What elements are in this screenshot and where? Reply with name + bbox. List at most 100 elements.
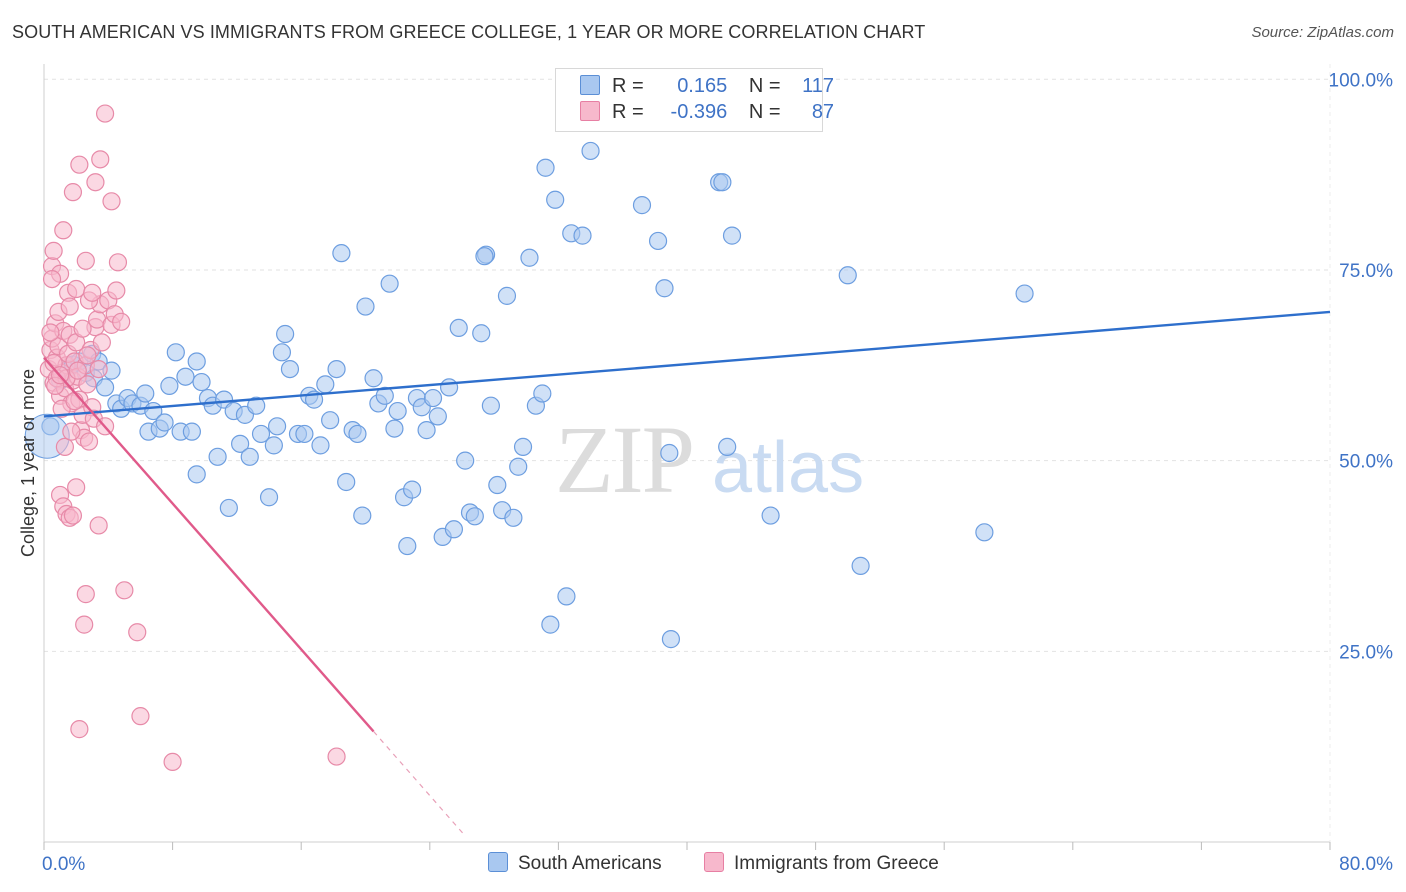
data-point xyxy=(353,506,372,525)
data-point xyxy=(975,523,994,542)
data-point xyxy=(465,507,484,526)
data-point xyxy=(182,422,201,441)
data-point xyxy=(136,384,155,403)
data-point xyxy=(264,436,283,455)
data-point xyxy=(648,231,668,251)
data-point xyxy=(107,281,126,300)
data-point xyxy=(655,279,674,298)
data-point xyxy=(1015,284,1034,303)
data-point xyxy=(439,378,459,397)
data-point xyxy=(520,248,539,267)
data-point xyxy=(79,432,99,451)
trend-line-extension xyxy=(373,731,466,837)
legend-n-label: N = xyxy=(748,101,781,123)
tick-labels: 25.0% 50.0% 75.0% 100.0% 0.0% 80.0% xyxy=(42,70,1393,875)
bottom-legend-swatch-pink xyxy=(704,852,724,872)
data-point xyxy=(108,253,128,272)
data-point xyxy=(62,422,81,441)
data-point xyxy=(488,475,507,495)
correlation-legend: R = 0.165 N = 117 R = -0.396 N = 87 xyxy=(555,68,834,132)
data-point xyxy=(417,421,436,440)
y-tick-label: 75.0% xyxy=(1339,261,1393,282)
data-point xyxy=(102,192,121,211)
bottom-legend-swatch-blue xyxy=(488,852,508,872)
data-point xyxy=(240,447,259,466)
data-point xyxy=(187,352,206,371)
data-point xyxy=(76,585,95,604)
data-point xyxy=(403,480,422,499)
data-point xyxy=(54,221,73,240)
y-tick-label: 100.0% xyxy=(1329,70,1394,91)
data-point xyxy=(388,401,407,421)
data-point xyxy=(128,623,147,642)
data-point xyxy=(166,343,185,362)
data-point xyxy=(713,173,732,192)
data-point xyxy=(78,346,97,365)
data-point xyxy=(428,407,447,426)
chart-source: Source: ZipAtlas.com xyxy=(1251,24,1394,41)
data-point xyxy=(364,369,383,388)
data-point xyxy=(632,196,652,215)
data-point xyxy=(115,581,134,600)
data-point xyxy=(481,396,500,415)
data-point xyxy=(497,286,517,305)
data-point xyxy=(78,375,97,394)
x-tick-label: 80.0% xyxy=(1339,854,1393,875)
data-point xyxy=(44,241,63,260)
legend-n-value: 87 xyxy=(811,101,835,123)
data-point xyxy=(444,520,464,539)
data-point xyxy=(348,424,367,444)
data-point xyxy=(718,437,737,456)
data-point xyxy=(660,443,679,463)
data-point xyxy=(251,424,271,444)
data-point xyxy=(573,226,592,245)
data-point xyxy=(536,158,555,177)
legend-swatch-blue xyxy=(580,75,600,95)
data-point xyxy=(295,424,314,444)
points-immigrants-greece xyxy=(39,104,346,772)
data-point xyxy=(356,297,375,316)
legend-row-immigrants-greece: R = -0.396 N = 87 xyxy=(580,101,834,129)
data-point xyxy=(42,269,62,289)
data-point xyxy=(581,141,600,161)
data-point xyxy=(557,587,576,606)
data-point xyxy=(337,472,356,492)
data-point xyxy=(456,451,475,470)
data-point xyxy=(63,506,83,525)
legend-row-south-americans: R = 0.165 N = 117 xyxy=(580,75,834,103)
data-point xyxy=(86,173,105,192)
data-point xyxy=(327,359,346,379)
data-point xyxy=(83,283,102,302)
data-point xyxy=(838,266,857,285)
data-point xyxy=(332,244,351,263)
legend-n-value: 117 xyxy=(802,75,835,97)
legend-r-label: R = xyxy=(612,101,644,123)
data-point xyxy=(89,359,108,379)
legend-n-label: N = xyxy=(748,75,781,97)
data-point xyxy=(472,324,491,343)
trend-line-immigrants-greece xyxy=(43,356,375,733)
data-point xyxy=(385,419,404,438)
data-point xyxy=(73,319,92,338)
data-point xyxy=(65,392,84,411)
data-point xyxy=(475,247,494,266)
data-point xyxy=(851,556,870,575)
data-point xyxy=(67,478,86,497)
data-point xyxy=(761,506,780,525)
axes xyxy=(43,64,1331,850)
data-point xyxy=(55,437,74,456)
data-point xyxy=(398,536,417,556)
points-south-americans xyxy=(24,70,1034,649)
data-point xyxy=(722,226,742,245)
data-point xyxy=(76,251,95,270)
legend-r-value: -0.396 xyxy=(670,101,728,123)
bottom-legend-south-americans: South Americans xyxy=(488,852,662,875)
data-point xyxy=(541,615,560,634)
data-point xyxy=(68,361,87,380)
data-point xyxy=(311,436,330,455)
data-point xyxy=(70,155,89,174)
data-point xyxy=(192,372,211,392)
data-point xyxy=(155,413,174,432)
data-point xyxy=(208,447,227,466)
